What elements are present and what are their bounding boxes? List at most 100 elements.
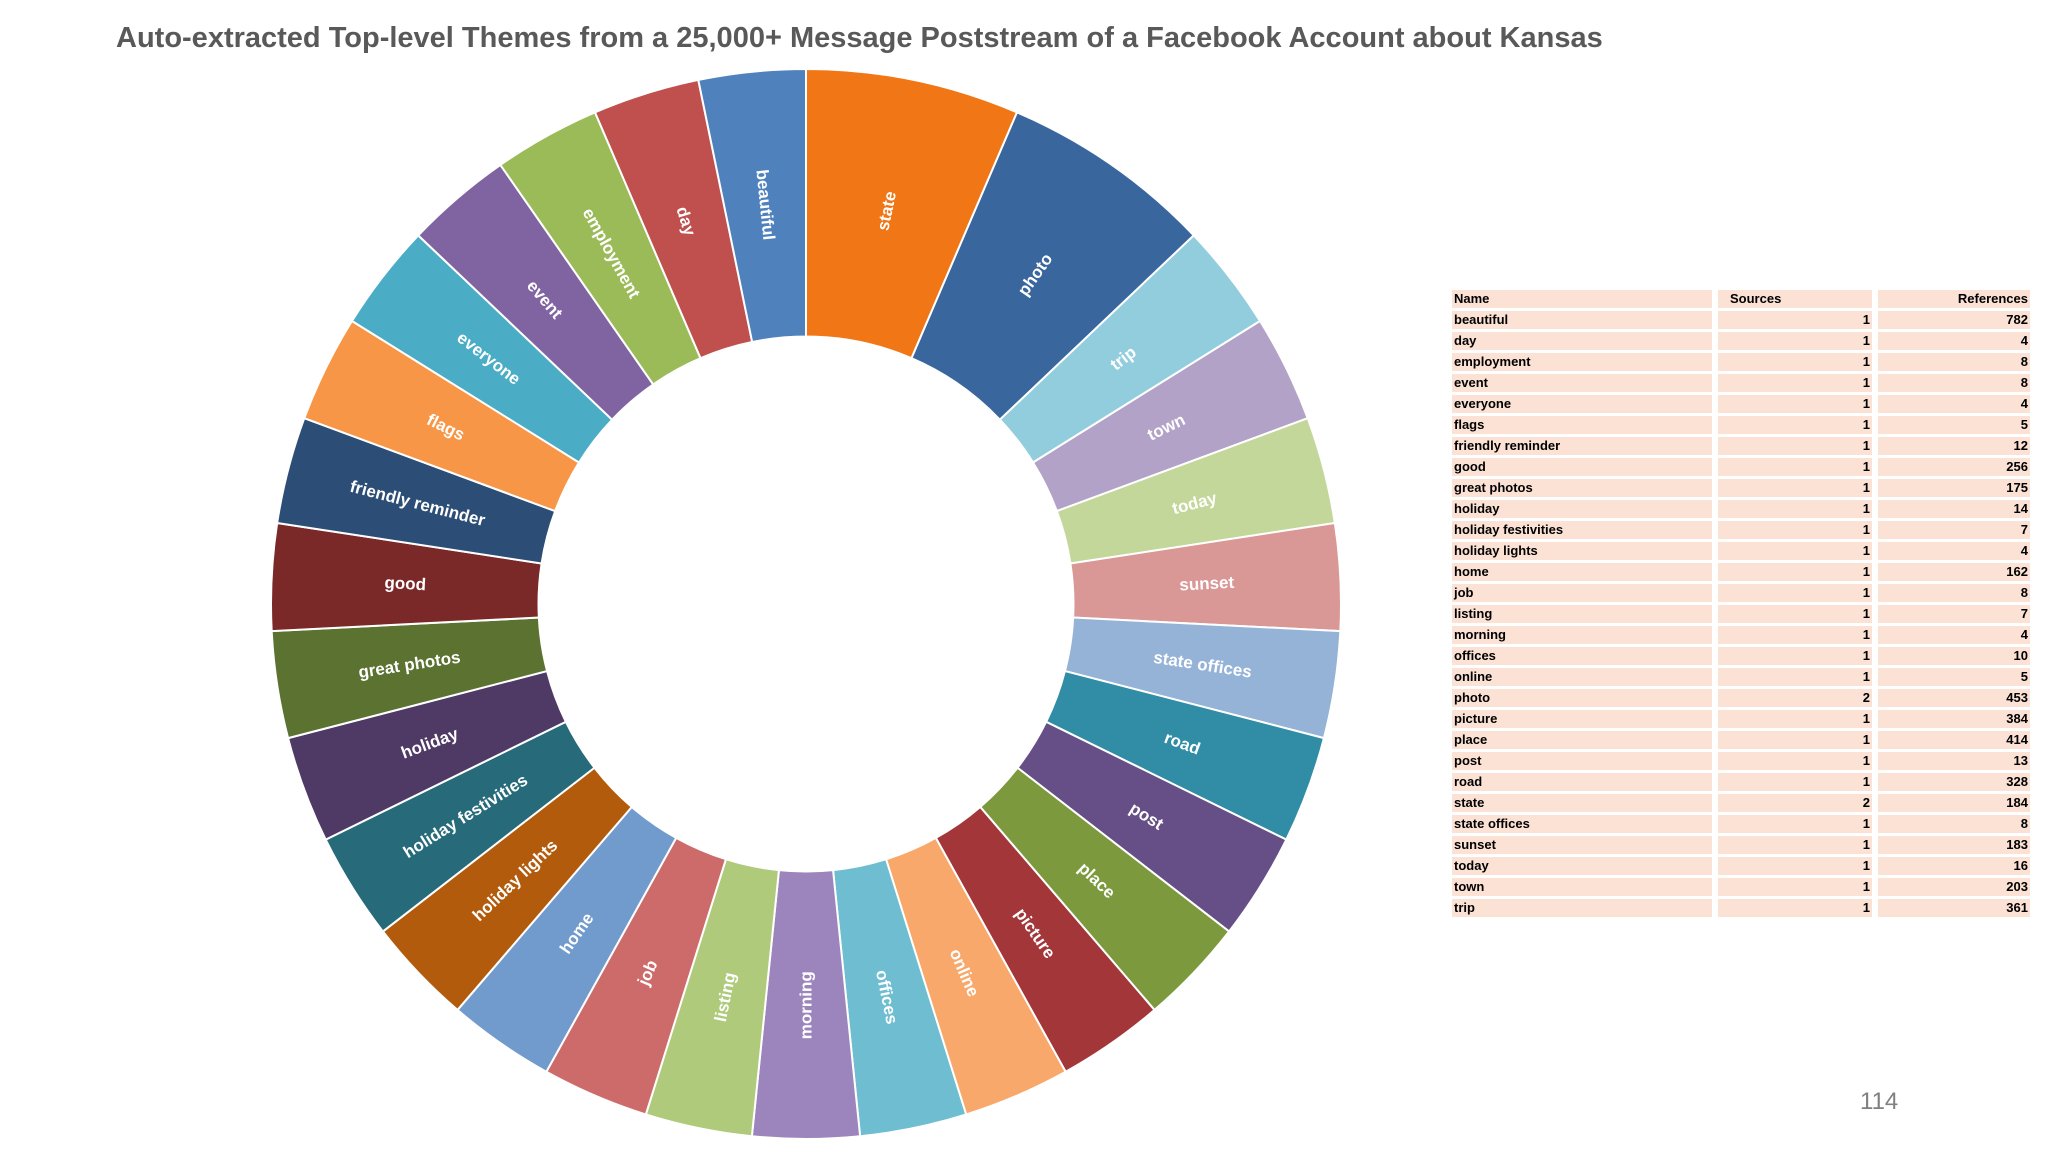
cell-references: 4 xyxy=(1878,542,2030,560)
cell-name: holiday festivities xyxy=(1452,521,1718,539)
table-row: offices 1 10 xyxy=(1452,647,2030,665)
cell-name: beautiful xyxy=(1452,311,1718,329)
cell-references: 782 xyxy=(1878,311,2030,329)
cell-name: trip xyxy=(1452,899,1718,917)
cell-name: state xyxy=(1452,794,1718,812)
table-header-row: Name Sources References xyxy=(1452,290,2030,308)
cell-sources: 1 xyxy=(1718,542,1878,560)
cell-name: good xyxy=(1452,458,1718,476)
cell-references: 4 xyxy=(1878,332,2030,350)
table-row: photo 2 453 xyxy=(1452,689,2030,707)
cell-references: 184 xyxy=(1878,794,2030,812)
cell-references: 12 xyxy=(1878,437,2030,455)
table-row: sunset 1 183 xyxy=(1452,836,2030,854)
table-row: holiday festivities 1 7 xyxy=(1452,521,2030,539)
cell-sources: 1 xyxy=(1718,311,1878,329)
cell-name: listing xyxy=(1452,605,1718,623)
cell-sources: 1 xyxy=(1718,878,1878,896)
cell-name: employment xyxy=(1452,353,1718,371)
cell-name: everyone xyxy=(1452,395,1718,413)
cell-name: offices xyxy=(1452,647,1718,665)
table-row: road 1 328 xyxy=(1452,773,2030,791)
cell-sources: 2 xyxy=(1718,689,1878,707)
cell-name: town xyxy=(1452,878,1718,896)
cell-references: 8 xyxy=(1878,353,2030,371)
cell-name: sunset xyxy=(1452,836,1718,854)
cell-name: job xyxy=(1452,584,1718,602)
cell-sources: 1 xyxy=(1718,752,1878,770)
table-row: town 1 203 xyxy=(1452,878,2030,896)
cell-references: 183 xyxy=(1878,836,2030,854)
cell-references: 453 xyxy=(1878,689,2030,707)
table-body: beautiful 1 782 day 1 4 employment 1 8 event 1 8 eve… xyxy=(1452,311,2030,917)
cell-references: 7 xyxy=(1878,521,2030,539)
table-row: online 1 5 xyxy=(1452,668,2030,686)
cell-sources: 1 xyxy=(1718,395,1878,413)
table-row: place 1 414 xyxy=(1452,731,2030,749)
cell-references: 4 xyxy=(1878,626,2030,644)
cell-references: 162 xyxy=(1878,563,2030,581)
table-row: post 1 13 xyxy=(1452,752,2030,770)
table-row: home 1 162 xyxy=(1452,563,2030,581)
cell-references: 384 xyxy=(1878,710,2030,728)
cell-references: 5 xyxy=(1878,668,2030,686)
data-table: Name Sources References beautiful 1 782 day… xyxy=(1452,287,2030,920)
cell-sources: 1 xyxy=(1718,521,1878,539)
cell-references: 8 xyxy=(1878,584,2030,602)
table-row: listing 1 7 xyxy=(1452,605,2030,623)
cell-sources: 1 xyxy=(1718,563,1878,581)
table-row: picture 1 384 xyxy=(1452,710,2030,728)
cell-sources: 1 xyxy=(1718,353,1878,371)
cell-sources: 1 xyxy=(1718,437,1878,455)
cell-name: holiday xyxy=(1452,500,1718,518)
table-row: employment 1 8 xyxy=(1452,353,2030,371)
slice-label: morning xyxy=(797,971,816,1039)
cell-sources: 1 xyxy=(1718,374,1878,392)
cell-sources: 1 xyxy=(1718,458,1878,476)
table-row: everyone 1 4 xyxy=(1452,395,2030,413)
cell-sources: 1 xyxy=(1718,605,1878,623)
cell-sources: 1 xyxy=(1718,899,1878,917)
cell-references: 361 xyxy=(1878,899,2030,917)
cell-name: day xyxy=(1452,332,1718,350)
cell-references: 256 xyxy=(1878,458,2030,476)
table-row: state 2 184 xyxy=(1452,794,2030,812)
cell-sources: 1 xyxy=(1718,857,1878,875)
cell-sources: 1 xyxy=(1718,731,1878,749)
cell-references: 175 xyxy=(1878,479,2030,497)
cell-sources: 1 xyxy=(1718,500,1878,518)
cell-name: flags xyxy=(1452,416,1718,434)
cell-name: online xyxy=(1452,668,1718,686)
cell-references: 7 xyxy=(1878,605,2030,623)
cell-name: friendly reminder xyxy=(1452,437,1718,455)
cell-name: photo xyxy=(1452,689,1718,707)
cell-name: great photos xyxy=(1452,479,1718,497)
table-row: state offices 1 8 xyxy=(1452,815,2030,833)
table-row: today 1 16 xyxy=(1452,857,2030,875)
header-name: Name xyxy=(1452,290,1718,308)
cell-references: 8 xyxy=(1878,815,2030,833)
table-row: day 1 4 xyxy=(1452,332,2030,350)
cell-sources: 1 xyxy=(1718,332,1878,350)
cell-references: 8 xyxy=(1878,374,2030,392)
page-number: 114 xyxy=(1860,1088,1899,1115)
cell-references: 10 xyxy=(1878,647,2030,665)
cell-name: event xyxy=(1452,374,1718,392)
header-references: References xyxy=(1878,290,2030,308)
cell-sources: 1 xyxy=(1718,416,1878,434)
table-row: beautiful 1 782 xyxy=(1452,311,2030,329)
cell-sources: 1 xyxy=(1718,668,1878,686)
cell-sources: 1 xyxy=(1718,626,1878,644)
table-row: good 1 256 xyxy=(1452,458,2030,476)
cell-name: holiday lights xyxy=(1452,542,1718,560)
cell-sources: 2 xyxy=(1718,794,1878,812)
cell-sources: 1 xyxy=(1718,773,1878,791)
slice-label: sunset xyxy=(1179,573,1235,595)
cell-name: picture xyxy=(1452,710,1718,728)
table-row: friendly reminder 1 12 xyxy=(1452,437,2030,455)
cell-references: 328 xyxy=(1878,773,2030,791)
cell-sources: 1 xyxy=(1718,479,1878,497)
table-row: holiday lights 1 4 xyxy=(1452,542,2030,560)
slice-label: good xyxy=(384,573,426,594)
